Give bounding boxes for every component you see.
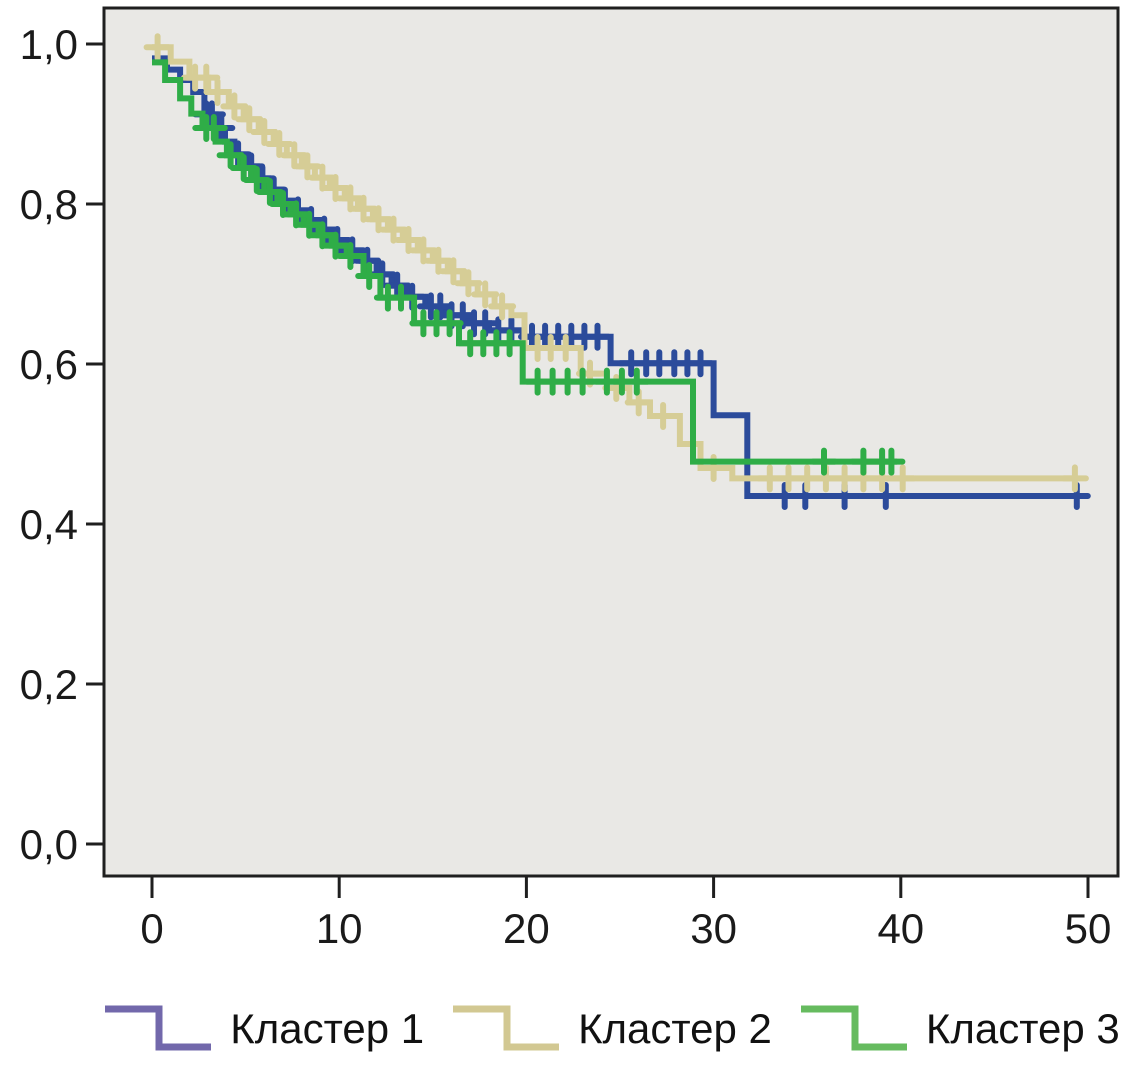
legend: Кластер 1 Кластер 2 Кластер 3 xyxy=(102,996,1120,1062)
plot-canvas: 0 10 20 30 40 50 1,0 0,8 0,6 0,4 0,2 0,0 xyxy=(20,6,1120,952)
x-axis-tick-label: 20 xyxy=(503,905,550,952)
legend-entry-cluster-2: Кластер 2 xyxy=(450,1001,772,1057)
plot-frame xyxy=(102,6,1120,878)
x-axis-tick-label: 30 xyxy=(690,905,737,952)
legend-entry-cluster-1: Кластер 1 xyxy=(102,1001,424,1057)
censor-marks-cluster-2 xyxy=(143,33,1089,493)
x-axis-tick-label: 10 xyxy=(316,905,363,952)
y-axis-tick-label: 1,0 xyxy=(20,21,78,68)
censor-marks-cluster-3 xyxy=(192,114,906,476)
step-line-symbol-cluster-2-icon xyxy=(453,1005,560,1051)
step-line-symbol-cluster-1-icon xyxy=(105,1005,212,1051)
step-line-symbol-cluster-3-icon xyxy=(800,1005,907,1051)
legend-label-cluster-1: Кластер 1 xyxy=(230,1005,425,1052)
y-axis-tick-label: 0,2 xyxy=(20,661,78,708)
x-axis-tick-label: 0 xyxy=(140,905,163,952)
y-axis-tick-label: 0,8 xyxy=(20,181,78,228)
y-axis-tick-label: 0,6 xyxy=(20,341,78,388)
y-axis-tick-label: 0,4 xyxy=(20,501,78,548)
plot-background xyxy=(104,8,1118,876)
legend-label-cluster-2: Кластер 2 xyxy=(578,1005,772,1052)
y-axis-tick-label: 0,0 xyxy=(20,821,78,868)
x-axis-tick-label: 40 xyxy=(877,905,924,952)
survival-curve-cluster-3 xyxy=(152,59,898,465)
legend-label-cluster-3: Кластер 3 xyxy=(925,1005,1120,1052)
legend-entry-cluster-3: Кластер 3 xyxy=(798,1001,1120,1057)
x-axis-tick-label: 50 xyxy=(1065,905,1112,952)
